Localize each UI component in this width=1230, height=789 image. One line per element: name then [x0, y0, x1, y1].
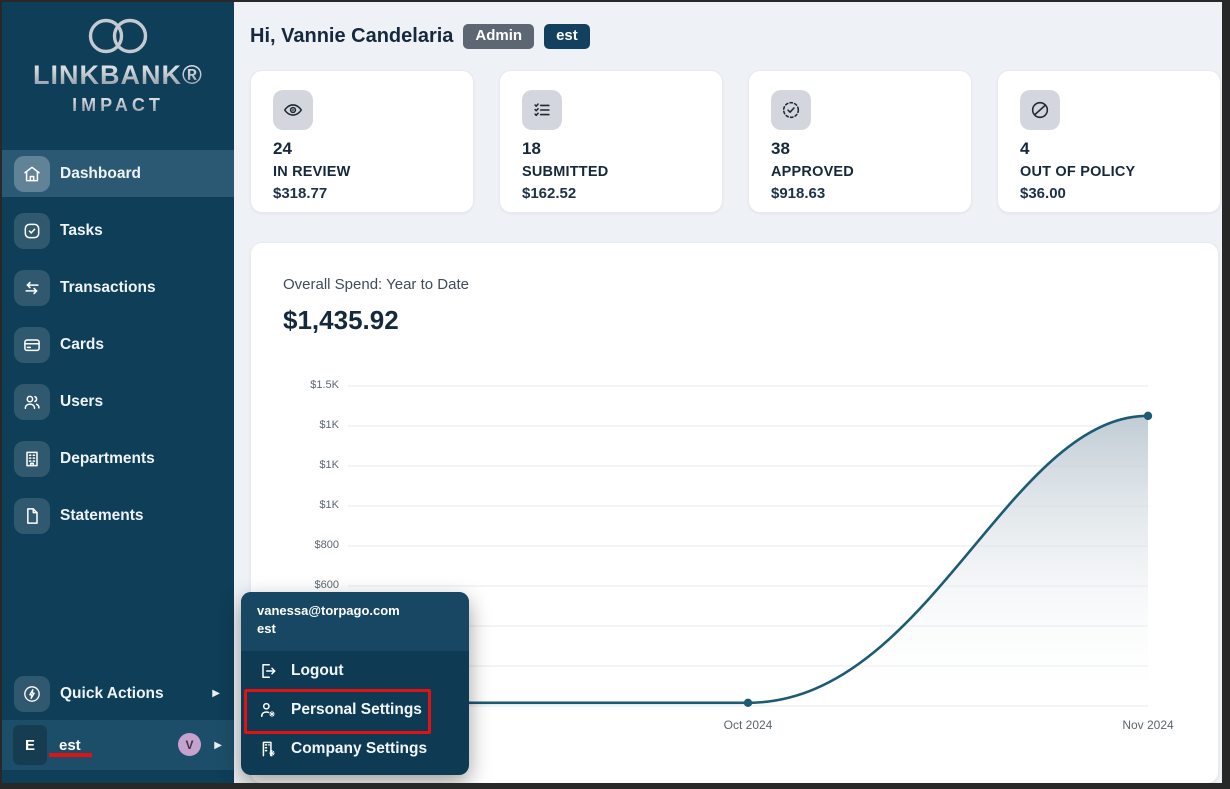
stat-label: IN REVIEW	[273, 164, 351, 180]
sidebar-item-quick-actions[interactable]: Quick Actions ▶	[2, 670, 234, 717]
sidebar: LINKBANK® IMPACT Dashboard Tasks Tran	[2, 2, 234, 783]
slash-circle-icon	[1020, 90, 1060, 130]
stats-row: 24 IN REVIEW $318.77 18 SUBMITTED $162.5…	[250, 70, 1221, 213]
document-icon	[14, 497, 50, 534]
sidebar-item-tasks[interactable]: Tasks	[2, 207, 234, 254]
stat-amount: $36.00	[1020, 185, 1066, 202]
y-axis-tick-label: $1K	[319, 499, 339, 511]
quick-actions-label: Quick Actions	[60, 684, 164, 702]
sidebar-item-label: Users	[60, 392, 104, 410]
checklist-icon	[522, 90, 562, 130]
stat-label: APPROVED	[771, 164, 854, 180]
lightning-circle-icon	[14, 675, 50, 712]
eye-icon	[273, 90, 313, 130]
sidebar-user-row[interactable]: E est V ▶	[2, 720, 234, 770]
stat-card-approved: 38 APPROVED $918.63	[748, 70, 972, 213]
sidebar-nav: Dashboard Tasks Transactions Cards	[2, 150, 234, 549]
greeting-row: Hi, Vannie Candelaria Admin est	[250, 24, 590, 49]
user-menu-popup: vanessa@torpago.com est Logout Personal …	[241, 592, 469, 775]
stat-label: SUBMITTED	[522, 164, 609, 180]
user-org: est	[257, 621, 276, 636]
role-badge: Admin	[463, 24, 535, 49]
check-circle-dashed-icon	[771, 90, 811, 130]
linkbank-rings-icon	[88, 18, 148, 54]
y-axis-tick-label: $800	[314, 539, 339, 551]
building-icon	[14, 440, 50, 477]
sidebar-item-statements[interactable]: Statements	[2, 492, 234, 539]
chevron-right-icon: ▶	[212, 688, 220, 699]
page-greeting: Hi, Vannie Candelaria	[250, 25, 454, 47]
y-axis-tick-label: $1K	[319, 419, 339, 431]
data-point-dot	[743, 698, 753, 707]
stat-card-submitted: 18 SUBMITTED $162.52	[499, 70, 723, 213]
spend-chart-svg	[343, 385, 1153, 707]
stat-amount: $918.63	[771, 185, 826, 202]
brand-sub: IMPACT	[2, 95, 234, 116]
menu-item-label: Company Settings	[291, 739, 428, 757]
home-icon	[14, 155, 50, 192]
y-axis-tick-label: $1.5K	[310, 379, 339, 391]
person-gear-icon	[261, 702, 275, 717]
x-axis-tick-label: Nov 2024	[1122, 718, 1174, 732]
org-name: est	[59, 736, 81, 754]
x-axis-tick-label: Oct 2024	[723, 718, 773, 732]
org-initial-tile: E	[13, 725, 47, 765]
sidebar-item-departments[interactable]: Departments	[2, 435, 234, 482]
sidebar-item-users[interactable]: Users	[2, 378, 234, 425]
sidebar-item-label: Dashboard	[60, 164, 141, 182]
users-icon	[14, 383, 50, 420]
menu-item-personal-settings[interactable]: Personal Settings	[241, 690, 469, 729]
y-axis-tick-label: $600	[314, 579, 339, 591]
sidebar-item-label: Cards	[60, 335, 104, 353]
y-axis-tick-label: $1K	[319, 459, 339, 471]
annotation-box-personal-settings	[244, 689, 431, 734]
stat-amount: $162.52	[522, 185, 577, 202]
menu-item-logout[interactable]: Logout	[241, 651, 469, 690]
logout-icon	[262, 663, 276, 678]
stat-amount: $318.77	[273, 185, 328, 202]
data-point-dot	[1143, 411, 1153, 421]
stat-count: 18	[522, 139, 541, 158]
stat-label: OUT OF POLICY	[1020, 164, 1136, 180]
org-badge: est	[544, 24, 590, 49]
stat-card-in-review: 24 IN REVIEW $318.77	[250, 70, 474, 213]
stat-count: 38	[771, 139, 790, 158]
sidebar-item-transactions[interactable]: Transactions	[2, 264, 234, 311]
sidebar-item-label: Departments	[60, 449, 155, 467]
building-gear-icon	[262, 741, 275, 756]
brand-name: LINKBANK®	[2, 60, 234, 91]
user-email: vanessa@torpago.com	[257, 603, 400, 618]
sidebar-item-label: Statements	[60, 506, 144, 524]
user-menu-header: vanessa@torpago.com est	[241, 592, 469, 651]
task-check-icon	[14, 212, 50, 249]
menu-item-label: Personal Settings	[291, 700, 422, 718]
menu-item-company-settings[interactable]: Company Settings	[241, 729, 469, 768]
user-avatar[interactable]: V	[178, 733, 201, 756]
sidebar-item-cards[interactable]: Cards	[2, 321, 234, 368]
chart-total: $1,435.92	[283, 305, 399, 335]
chevron-right-icon: ▶	[214, 739, 222, 751]
sidebar-item-dashboard[interactable]: Dashboard	[2, 150, 234, 197]
chart-title: Overall Spend: Year to Date	[283, 276, 469, 293]
annotation-underline-est	[49, 753, 92, 757]
stat-card-out-of-policy: 4 OUT OF POLICY $36.00	[997, 70, 1221, 213]
sidebar-item-label: Tasks	[60, 221, 103, 239]
transfer-arrows-icon	[14, 269, 50, 306]
brand-logo: LINKBANK® IMPACT	[2, 2, 234, 116]
stat-count: 4	[1020, 139, 1030, 158]
credit-card-icon	[14, 326, 50, 363]
sidebar-item-label: Transactions	[60, 278, 156, 296]
stat-count: 24	[273, 139, 292, 158]
menu-item-label: Logout	[291, 661, 344, 679]
